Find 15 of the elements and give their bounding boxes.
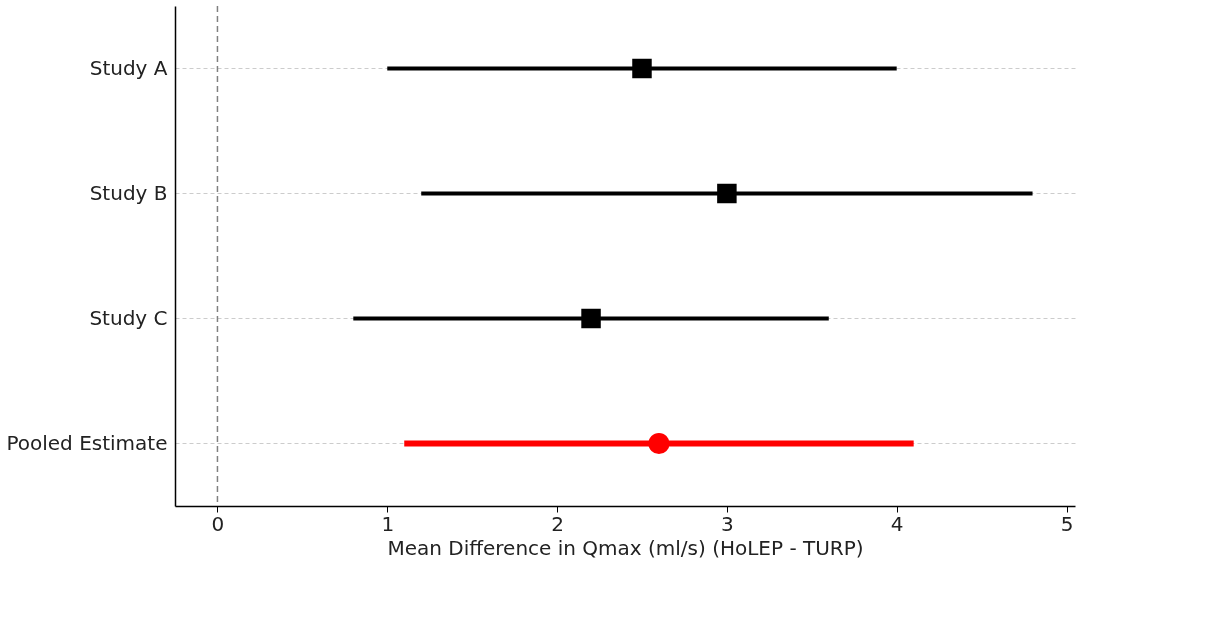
x-tick-label: 5 <box>1060 511 1074 536</box>
y-tick-label: Study B <box>89 180 168 205</box>
x-tick-label: 1 <box>381 511 395 536</box>
y-tick-label: Study C <box>89 305 168 330</box>
point <box>648 432 670 455</box>
x-tick-label: 4 <box>890 511 904 536</box>
x-tick-label: 2 <box>551 511 564 536</box>
y-tick-label: Study A <box>89 55 168 80</box>
y-tick-label: Pooled Estimate <box>6 430 168 455</box>
x-tick-label: 3 <box>721 511 734 536</box>
x-axis-title: Mean Difference in Qmax (ml/s) (HoLEP - TURP) <box>387 535 864 560</box>
point <box>632 58 652 79</box>
point <box>581 308 601 329</box>
x-tick-label: 0 <box>211 511 225 536</box>
point <box>717 183 737 204</box>
